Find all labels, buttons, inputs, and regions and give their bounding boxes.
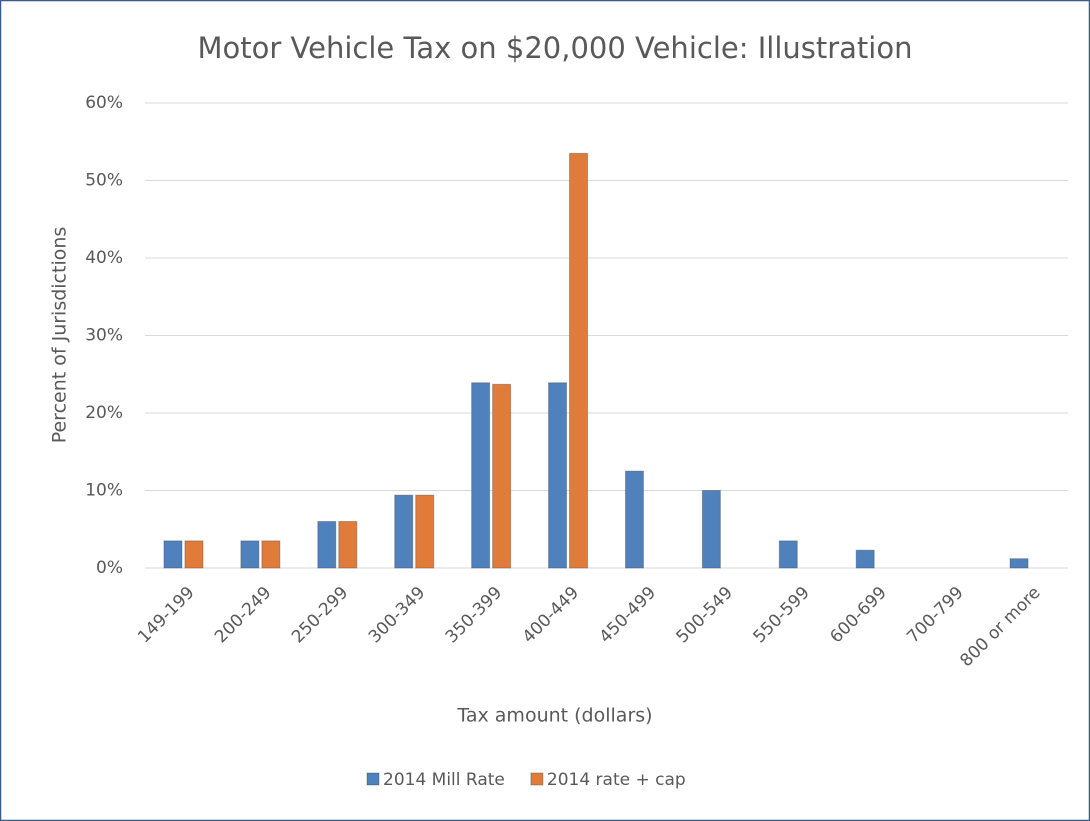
- y-axis-title: Percent of Jurisdictions: [49, 227, 71, 444]
- y-tick-label: 10%: [85, 481, 123, 501]
- legend-label: 2014 Mill Rate: [383, 770, 505, 790]
- bar: [394, 494, 414, 569]
- bar: [163, 540, 183, 569]
- bar: [548, 382, 568, 569]
- bar: [471, 382, 491, 569]
- bar: [338, 521, 358, 569]
- bar: [317, 521, 337, 569]
- bar: [492, 383, 512, 569]
- bar: [415, 494, 435, 569]
- legend: 2014 Mill Rate 2014 rate + cap: [366, 770, 686, 790]
- legend-swatch: [530, 772, 544, 786]
- y-tick-label: 60%: [85, 93, 123, 113]
- bar: [701, 490, 721, 569]
- legend-swatch: [366, 772, 380, 786]
- bar: [855, 549, 875, 569]
- bar: [778, 540, 798, 569]
- legend-label: 2014 rate + cap: [547, 770, 686, 790]
- chart-title: Motor Vehicle Tax on $20,000 Vehicle: Il…: [198, 31, 913, 65]
- y-tick-label: 0%: [96, 558, 123, 578]
- x-axis-title: Tax amount (dollars): [456, 705, 652, 727]
- y-tick-label: 40%: [85, 248, 123, 268]
- bar: [240, 540, 260, 569]
- y-tick-label: 30%: [85, 326, 123, 346]
- y-tick-label: 20%: [85, 403, 123, 423]
- bar: [261, 540, 281, 569]
- bar: [569, 152, 589, 569]
- y-tick-label: 50%: [85, 171, 123, 191]
- bar: [624, 470, 644, 569]
- bar: [184, 540, 204, 569]
- bar: [1009, 558, 1029, 569]
